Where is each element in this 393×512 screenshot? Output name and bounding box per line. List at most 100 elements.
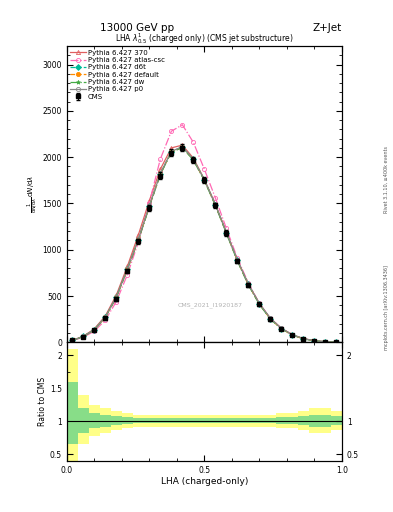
Bar (155, 415, 166, 426)
Pythia 6.427 default (323, 338, 328, 345)
Pythia 6.427 p0 (202, 177, 207, 183)
Pythia 6.427 default (202, 177, 207, 183)
Pythia 6.427 atlas-csc (136, 239, 141, 245)
Pythia 6.427 p0 (180, 144, 185, 150)
Bar (287, 413, 298, 428)
Pythia 6.427 dw (279, 326, 284, 332)
Bar (298, 412, 309, 430)
Pythia 6.427 atlas-csc (81, 334, 86, 340)
Line: Pythia 6.427 d6t: Pythia 6.427 d6t (70, 145, 338, 344)
Text: CMS_2021_I1920187: CMS_2021_I1920187 (177, 303, 242, 308)
Pythia 6.427 370 (103, 313, 108, 319)
Pythia 6.427 dw (312, 338, 317, 344)
Pythia 6.427 370 (147, 198, 152, 204)
Pythia 6.427 d6t (290, 332, 295, 338)
Pythia 6.427 370 (246, 281, 251, 287)
Pythia 6.427 d6t (224, 229, 229, 236)
Bar (243, 415, 254, 426)
Bar (122, 417, 133, 424)
Pythia 6.427 p0 (147, 203, 152, 209)
Bar (177, 418, 188, 423)
Bar (100, 408, 111, 433)
Pythia 6.427 370 (169, 145, 174, 151)
Pythia 6.427 370 (279, 325, 284, 331)
Pythia 6.427 d6t (92, 327, 97, 333)
Y-axis label: $\frac{1}{\mathrm{d}N/\mathrm{d}\lambda}\,\mathrm{d}N/\mathrm{d}\lambda$: $\frac{1}{\mathrm{d}N/\mathrm{d}\lambda}… (25, 175, 40, 214)
Pythia 6.427 default (81, 333, 86, 339)
Pythia 6.427 default (301, 336, 306, 342)
Pythia 6.427 370 (301, 335, 306, 342)
Pythia 6.427 atlas-csc (312, 337, 317, 344)
Pythia 6.427 d6t (246, 282, 251, 288)
Bar (111, 416, 122, 425)
Pythia 6.427 d6t (213, 202, 218, 208)
Text: mcplots.cern.ch [arXiv:1306.3436]: mcplots.cern.ch [arXiv:1306.3436] (384, 265, 389, 350)
Pythia 6.427 p0 (70, 337, 75, 344)
Bar (78, 395, 89, 444)
Bar (166, 418, 177, 423)
Line: Pythia 6.427 dw: Pythia 6.427 dw (70, 145, 338, 344)
Pythia 6.427 default (114, 294, 119, 301)
Line: Pythia 6.427 370: Pythia 6.427 370 (70, 143, 338, 344)
Pythia 6.427 370 (158, 166, 163, 172)
Pythia 6.427 default (70, 337, 75, 344)
Bar (221, 415, 232, 426)
Bar (122, 413, 133, 428)
X-axis label: LHA (charged-only): LHA (charged-only) (161, 477, 248, 486)
Pythia 6.427 atlas-csc (301, 335, 306, 342)
Pythia 6.427 default (191, 157, 196, 163)
Pythia 6.427 default (279, 326, 284, 332)
Pythia 6.427 p0 (114, 294, 119, 300)
Bar (254, 415, 265, 426)
Bar (133, 418, 144, 423)
Bar (309, 408, 320, 433)
Pythia 6.427 default (147, 203, 152, 209)
Bar (276, 413, 287, 428)
Bar (265, 418, 276, 423)
Pythia 6.427 370 (213, 201, 218, 207)
Bar (111, 412, 122, 430)
Pythia 6.427 p0 (169, 148, 174, 155)
Bar (144, 418, 155, 423)
Text: 13000 GeV pp: 13000 GeV pp (101, 23, 174, 33)
Pythia 6.427 dw (158, 172, 163, 178)
Pythia 6.427 atlas-csc (257, 301, 262, 307)
Pythia 6.427 p0 (334, 339, 339, 345)
Pythia 6.427 default (103, 314, 108, 321)
Bar (232, 415, 243, 426)
Pythia 6.427 p0 (235, 257, 240, 263)
Pythia 6.427 atlas-csc (202, 166, 207, 172)
Pythia 6.427 atlas-csc (235, 255, 240, 261)
Pythia 6.427 dw (202, 178, 207, 184)
Pythia 6.427 p0 (301, 335, 306, 342)
Pythia 6.427 d6t (257, 301, 262, 307)
Bar (89, 413, 100, 428)
Bar (144, 415, 155, 426)
Line: Pythia 6.427 default: Pythia 6.427 default (70, 145, 338, 344)
Pythia 6.427 default (213, 202, 218, 208)
Pythia 6.427 d6t (136, 237, 141, 243)
Pythia 6.427 d6t (202, 177, 207, 183)
Bar (232, 418, 243, 423)
Bar (331, 416, 342, 425)
Pythia 6.427 p0 (312, 337, 317, 344)
Pythia 6.427 dw (191, 157, 196, 163)
Pythia 6.427 atlas-csc (323, 338, 328, 345)
Bar (298, 416, 309, 425)
Line: Pythia 6.427 p0: Pythia 6.427 p0 (70, 144, 338, 344)
Pythia 6.427 d6t (301, 336, 306, 342)
Pythia 6.427 default (169, 149, 174, 155)
Pythia 6.427 d6t (235, 258, 240, 264)
Pythia 6.427 default (180, 144, 185, 151)
Pythia 6.427 atlas-csc (92, 328, 97, 334)
Bar (155, 418, 166, 423)
Pythia 6.427 370 (191, 155, 196, 161)
Pythia 6.427 default (257, 301, 262, 307)
Bar (243, 418, 254, 423)
Pythia 6.427 d6t (279, 326, 284, 332)
Pythia 6.427 370 (224, 229, 229, 235)
Bar (78, 408, 89, 433)
Pythia 6.427 dw (257, 302, 262, 308)
Bar (276, 417, 287, 424)
Pythia 6.427 d6t (334, 339, 339, 345)
